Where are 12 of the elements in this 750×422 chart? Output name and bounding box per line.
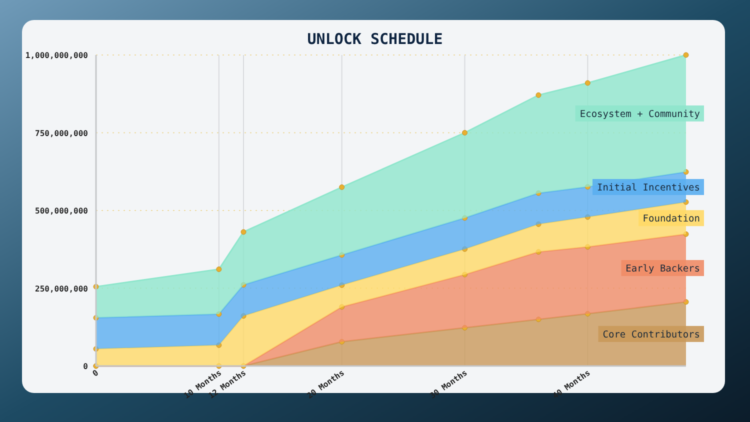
chart-title: UNLOCK SCHEDULE [307, 30, 443, 48]
x-tick-label: 0 [91, 368, 100, 378]
series-label: Foundation [642, 214, 700, 225]
y-tick-label: 750,000,000 [35, 128, 88, 138]
series-label: Ecosystem + Community [580, 108, 700, 120]
y-tick-label: 1,000,000,000 [25, 51, 88, 60]
series-label: Initial Incentives [597, 182, 700, 194]
y-tick-label: 500,000,000 [35, 206, 88, 216]
series-label: Early Backers [626, 264, 700, 275]
series-label: Core Contributors [602, 329, 700, 340]
y-tick-label: 0 [83, 362, 88, 371]
y-tick-label: 250,000,000 [35, 284, 88, 294]
